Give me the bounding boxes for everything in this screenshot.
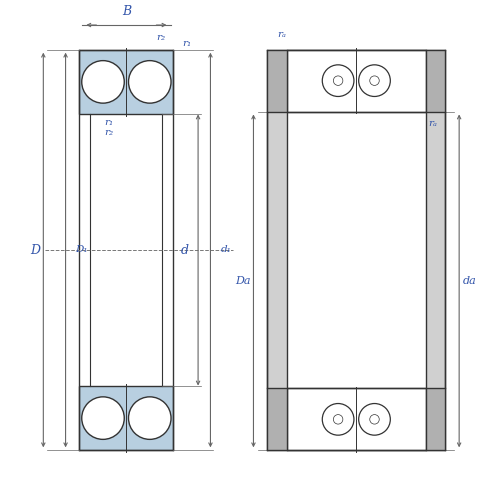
- Circle shape: [82, 397, 124, 440]
- Circle shape: [82, 60, 124, 103]
- Circle shape: [358, 404, 390, 435]
- Bar: [287, 50, 426, 112]
- Circle shape: [334, 76, 343, 86]
- Text: rₐ: rₐ: [428, 120, 437, 128]
- Circle shape: [370, 76, 379, 86]
- Text: da: da: [463, 276, 477, 286]
- Bar: [426, 388, 446, 450]
- Text: D₁: D₁: [76, 246, 88, 254]
- Text: Da: Da: [235, 276, 250, 286]
- Bar: [268, 50, 446, 450]
- Circle shape: [334, 414, 343, 424]
- Bar: [268, 50, 287, 112]
- Text: rₐ: rₐ: [277, 30, 286, 40]
- Bar: [80, 50, 174, 114]
- Bar: [268, 388, 287, 450]
- Text: r₁: r₁: [182, 40, 192, 48]
- Circle shape: [322, 65, 354, 96]
- Text: r₂: r₂: [104, 128, 114, 138]
- Text: D: D: [30, 244, 40, 256]
- Text: d₁: d₁: [220, 246, 231, 254]
- Circle shape: [322, 404, 354, 435]
- Circle shape: [128, 397, 171, 440]
- Text: r₂: r₂: [156, 33, 166, 42]
- Text: B: B: [122, 4, 131, 18]
- Text: d: d: [181, 244, 189, 256]
- Bar: [426, 50, 446, 112]
- Bar: [287, 388, 426, 450]
- Text: r₁: r₁: [104, 118, 114, 128]
- Circle shape: [128, 60, 171, 103]
- Bar: [287, 112, 426, 388]
- Circle shape: [370, 414, 379, 424]
- Bar: [80, 386, 174, 450]
- Circle shape: [358, 65, 390, 96]
